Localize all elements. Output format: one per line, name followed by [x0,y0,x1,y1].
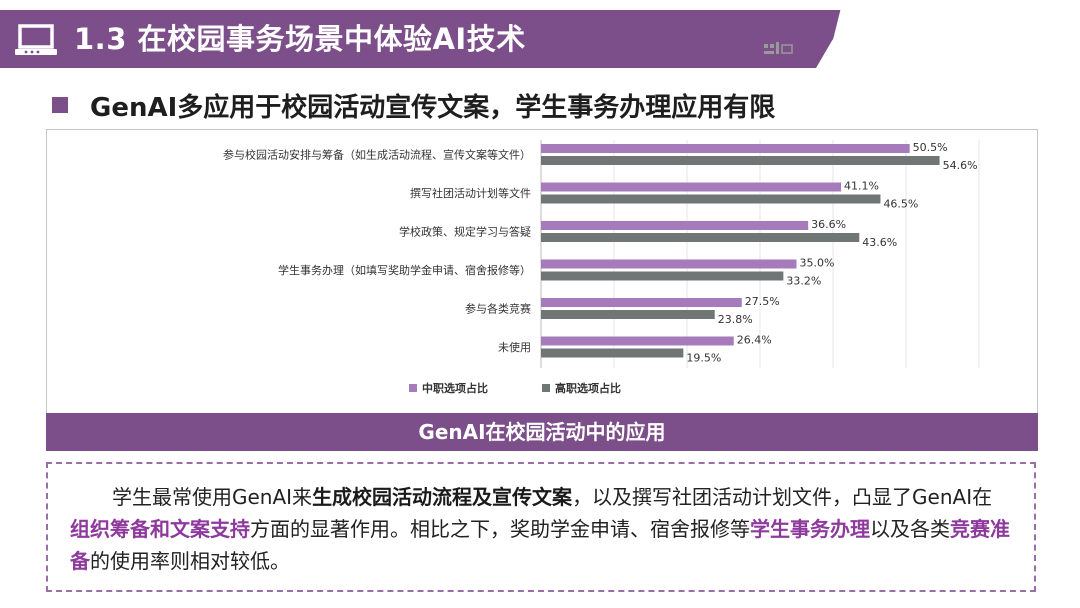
category-label: 未使用 [498,341,531,354]
data-label: 23.8% [718,313,753,326]
desc-text-1: 学生最常使用GenAI来 [112,485,313,509]
legend-label: 高职选项占比 [555,381,621,395]
bullet-square-icon [52,97,68,113]
page-title: 1.3 在校园事务场景中体验AI技术 [74,22,526,56]
data-label: 27.5% [745,295,780,308]
bar-vocational [541,182,842,192]
bar-higher-vocational [541,310,715,319]
desc-text-4: 以及各类 [870,517,950,541]
subtitle-row: GenAI多应用于校园活动宣传文案，学生事务办理应用有限 [52,88,776,123]
bar-vocational [541,221,809,230]
desc-highlight-2: 学生事务办理 [750,517,870,541]
legend-label: 中职选项占比 [422,381,488,395]
category-label: 学校政策、规定学习与答疑 [399,225,531,239]
category-label: 学生事务办理（如填写奖助学金申请、宿舍报修等） [278,263,531,277]
data-label: 46.5% [883,198,918,211]
bar-higher-vocational [541,233,860,242]
data-label: 33.2% [786,275,821,288]
data-label: 19.5% [686,352,721,365]
bar-vocational [541,144,910,153]
laptop-icon [14,22,58,62]
desc-bold-1: 生成校园活动流程及宣传文案 [312,485,573,509]
bar-vocational [541,298,742,307]
legend-swatch [542,384,550,392]
description-box: 学生最常使用GenAI来生成校园活动流程及宣传文案，以及撰写社团活动计划文件，凸… [46,462,1036,592]
data-label: 35.0% [800,257,835,270]
section-title: GenAI在校园活动中的应用 [46,413,1038,451]
decorative-mark [764,42,794,62]
category-label: 参与各类竞赛 [465,302,531,316]
bar-vocational [541,259,797,269]
desc-highlight-3: 竞赛准备 [70,517,1010,573]
desc-text-5: 的使用率则相对较低。 [90,549,290,573]
category-label: 参与校园活动安排与筹备（如生成活动流程、宣传文案等文件） [223,148,531,162]
bar-higher-vocational [541,271,784,281]
bar-vocational [541,336,734,346]
data-label: 54.6% [943,159,978,172]
data-label: 50.5% [913,141,948,154]
subtitle: GenAI多应用于校园活动宣传文案，学生事务办理应用有限 [90,92,776,123]
data-label: 43.6% [862,236,897,249]
desc-text-3: 方面的显著作用。相比之下，奖助学金申请、宿舍报修等 [250,517,750,541]
bar-chart: 参与校园活动安排与筹备（如生成活动流程、宣传文案等文件） 50.5% 54.6% 撰写… [223,140,980,395]
bar-higher-vocational [541,156,940,165]
desc-highlight-1: 组织筹备和文案支持 [70,517,250,541]
bar-chart-panel: 参与校园活动安排与筹备（如生成活动流程、宣传文案等文件） 50.5% 54.6% 撰写… [46,129,1038,414]
desc-text-2: ，以及撰写社团活动计划文件，凸显了GenAI在 [572,485,993,509]
category-label: 撰写社团活动计划等文件 [410,186,531,200]
legend-swatch [409,384,417,392]
bar-higher-vocational [541,348,684,358]
data-label: 41.1% [844,180,879,193]
data-label: 26.4% [737,334,772,347]
title-banner [0,10,850,68]
bar-higher-vocational [541,194,881,204]
data-label: 36.6% [811,218,846,231]
